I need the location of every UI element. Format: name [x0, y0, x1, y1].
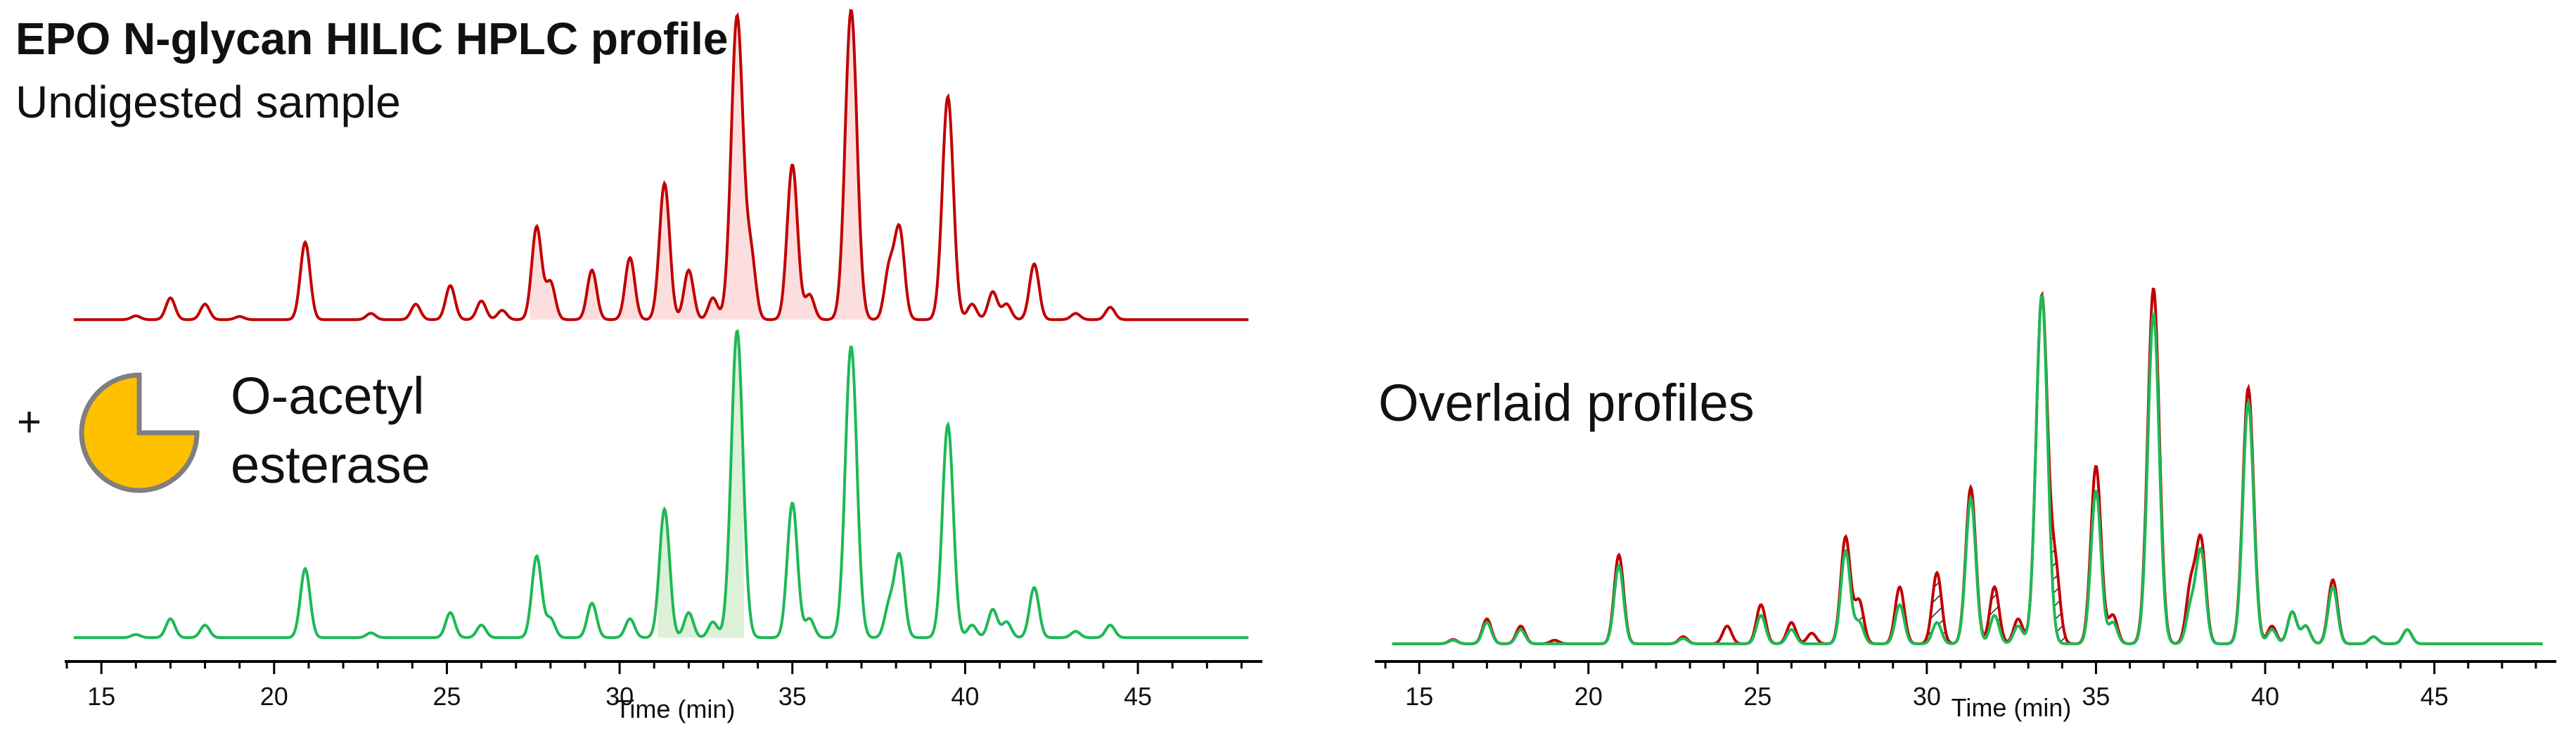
plus-sign: + [17, 398, 42, 445]
overlay-digested-trace [1392, 293, 2543, 645]
x-tick-label: 20 [1575, 682, 1603, 711]
x-tick-label: 25 [1743, 682, 1771, 711]
x-tick-label: 15 [87, 682, 115, 711]
chart-title: EPO N-glycan HILIC HPLC profile [15, 13, 729, 64]
hatched-difference-region [1927, 572, 1961, 644]
x-axis-label: Time (min) [1952, 693, 2072, 722]
x-tick-label: 35 [778, 682, 807, 711]
enzyme-icon [79, 372, 200, 493]
digested-trace [73, 329, 1249, 640]
left-panel-chromatograms: 15 20 25 30 35 40 45 Time (min) [65, 8, 1262, 723]
x-tick-label: 45 [1124, 682, 1152, 711]
x-axis-label: Time (min) [615, 695, 736, 723]
right-panel-overlay: 15 20 25 30 35 40 45 Time (min) [1375, 287, 2556, 722]
x-tick-label: 20 [260, 682, 288, 711]
x-tick-label: 30 [605, 682, 634, 711]
x-tick-label: 35 [2082, 682, 2110, 711]
x-tick-label: 45 [2421, 682, 2449, 711]
enzyme-label-line1: O-acetyl [231, 367, 425, 425]
x-tick-label: 15 [1405, 682, 1433, 711]
enzyme-label-line2: esterase [231, 436, 430, 494]
x-tick-label: 40 [951, 682, 979, 711]
pac-man-enzyme-icon [79, 372, 200, 493]
x-tick-label: 40 [2251, 682, 2279, 711]
x-tick-label: 25 [432, 682, 461, 711]
overlay-undigested-trace [1392, 287, 2543, 645]
overlay-title: Overlaid profiles [1378, 374, 1755, 432]
undigested-area-fill [530, 11, 883, 320]
chart-subtitle: Undigested sample [15, 77, 401, 127]
x-tick-label: 30 [1913, 682, 1941, 711]
hatched-difference-region [2049, 450, 2083, 644]
undigested-trace [73, 8, 1249, 322]
